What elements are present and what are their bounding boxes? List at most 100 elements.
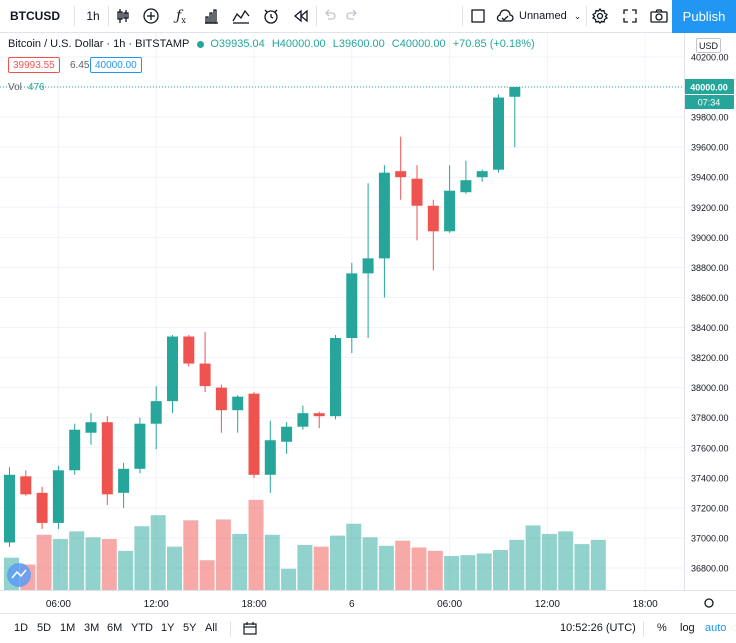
volume-bar bbox=[427, 550, 443, 590]
y-tick-label: 36800.00 bbox=[691, 564, 729, 574]
y-tick-label: 37600.00 bbox=[691, 443, 729, 453]
legend-low: L39600.00 bbox=[332, 38, 385, 50]
candlestick-chart[interactable]: 36800.00 37000.00 37200.00 37400.00 37600.00… bbox=[0, 33, 736, 613]
volume-bar bbox=[199, 560, 215, 590]
sell-price-button[interactable]: 39993.55 bbox=[8, 57, 60, 73]
cloud-icon bbox=[496, 9, 514, 22]
candle-body bbox=[183, 336, 195, 364]
volume-bar bbox=[395, 540, 411, 590]
countdown-badge bbox=[685, 95, 734, 109]
market-open-dot-icon bbox=[197, 40, 205, 48]
alert-clock-icon[interactable] bbox=[260, 3, 282, 29]
volume-bar bbox=[264, 534, 280, 590]
volume-bar bbox=[346, 523, 362, 590]
compare-add-icon[interactable] bbox=[140, 3, 162, 29]
volume-bar bbox=[444, 556, 460, 590]
camera-icon[interactable] bbox=[648, 3, 670, 29]
candle-body bbox=[264, 440, 276, 475]
goto-date-icon[interactable] bbox=[242, 621, 258, 642]
undo-icon[interactable] bbox=[320, 3, 340, 29]
bottom-toolbar: 1D 5D 1M 3M 6M YTD 1Y 5Y All 10:52:26 (U… bbox=[0, 613, 736, 643]
candle-body bbox=[444, 190, 456, 232]
last-price-label: 40000.00 bbox=[690, 83, 728, 93]
range-5d[interactable]: 5D bbox=[37, 622, 52, 634]
y-tick-label: 39200.00 bbox=[691, 203, 729, 213]
utc-clock[interactable]: 10:52:26 (UTC) bbox=[560, 622, 636, 634]
log-scale-toggle[interactable]: log bbox=[680, 622, 695, 634]
range-5y[interactable]: 5Y bbox=[183, 622, 197, 634]
chart-pane[interactable]: 36800.00 37000.00 37200.00 37400.00 37600.00… bbox=[0, 33, 736, 613]
y-tick-label: 39000.00 bbox=[691, 233, 729, 243]
candle-body bbox=[330, 338, 341, 417]
scale-settings-gear-icon[interactable] bbox=[704, 598, 714, 608]
y-tick-label: 40200.00 bbox=[691, 52, 729, 62]
realtime-chart-icon bbox=[11, 569, 27, 579]
candle-body bbox=[36, 492, 48, 523]
volume-bar bbox=[574, 544, 590, 590]
range-1m[interactable]: 1M bbox=[60, 622, 76, 634]
currency-button[interactable]: USD bbox=[696, 38, 721, 53]
price-scale-border bbox=[684, 33, 685, 590]
volume-bar bbox=[85, 537, 101, 590]
volume-bar bbox=[313, 546, 329, 590]
volume-bar bbox=[248, 499, 264, 590]
range-1y[interactable]: 1Y bbox=[161, 622, 175, 634]
fullscreen-square-icon[interactable] bbox=[468, 3, 488, 29]
volume-bar bbox=[118, 550, 134, 590]
candle-style-icon[interactable] bbox=[112, 3, 134, 29]
chevron-down-icon: ⌄ bbox=[573, 10, 582, 21]
publish-button[interactable]: Publish bbox=[672, 0, 736, 33]
candle-body bbox=[281, 426, 293, 442]
x-tick-label: 6 bbox=[349, 599, 355, 610]
fullscreen-icon[interactable] bbox=[620, 3, 640, 29]
toolbar-divider bbox=[462, 6, 463, 26]
auto-scale-toggle[interactable]: auto bbox=[705, 622, 727, 634]
toolbar-divider bbox=[316, 6, 317, 26]
candle-body bbox=[118, 468, 130, 493]
candle-body bbox=[69, 429, 81, 471]
range-ytd[interactable]: YTD bbox=[131, 622, 153, 634]
candle-body bbox=[52, 470, 64, 523]
y-tick-label: 38400.00 bbox=[691, 323, 729, 333]
candle-body bbox=[395, 171, 407, 178]
volume-bar bbox=[167, 546, 182, 590]
bottom-divider bbox=[643, 621, 644, 637]
countdown-label: 07:34 bbox=[698, 98, 721, 108]
range-3m[interactable]: 3M bbox=[84, 622, 100, 634]
candle-body bbox=[297, 413, 309, 427]
layout-menu-button[interactable]: Unnamed ⌄ bbox=[496, 3, 582, 29]
y-tick-label: 39800.00 bbox=[691, 113, 729, 123]
x-tick-label: 12:00 bbox=[535, 599, 560, 610]
candle-body bbox=[313, 413, 325, 417]
candle-body bbox=[150, 401, 162, 424]
symbol-search-button[interactable]: BTCUSD bbox=[10, 9, 60, 23]
range-6m[interactable]: 6M bbox=[107, 622, 123, 634]
financials-icon[interactable] bbox=[200, 3, 222, 29]
percent-scale-toggle[interactable]: % bbox=[657, 622, 667, 634]
y-tick-label: 37200.00 bbox=[691, 503, 729, 513]
candle-body bbox=[362, 258, 374, 274]
candle-body bbox=[460, 180, 472, 193]
candle-body bbox=[167, 336, 178, 402]
volume-bar bbox=[476, 553, 492, 590]
redo-icon[interactable] bbox=[342, 3, 362, 29]
bar-replay-icon[interactable] bbox=[290, 3, 312, 29]
volume-bar bbox=[460, 555, 476, 590]
range-all[interactable]: All bbox=[205, 622, 218, 634]
volume-value: 476 bbox=[27, 82, 45, 93]
layout-name: Unnamed bbox=[519, 10, 567, 22]
candle-body bbox=[378, 172, 390, 259]
buy-price-button[interactable]: 40000.00 bbox=[90, 57, 142, 73]
volume-bar bbox=[411, 547, 427, 590]
candle-body bbox=[85, 422, 97, 433]
candle-body bbox=[427, 205, 439, 232]
volume-bar bbox=[330, 535, 345, 590]
settings-gear-icon[interactable] bbox=[590, 3, 610, 29]
volume-label: Vol bbox=[8, 82, 22, 93]
interval-button[interactable]: 1h bbox=[86, 9, 100, 23]
templates-icon[interactable] bbox=[230, 3, 252, 29]
volume-bar bbox=[493, 550, 508, 590]
range-1d[interactable]: 1D bbox=[14, 622, 29, 634]
